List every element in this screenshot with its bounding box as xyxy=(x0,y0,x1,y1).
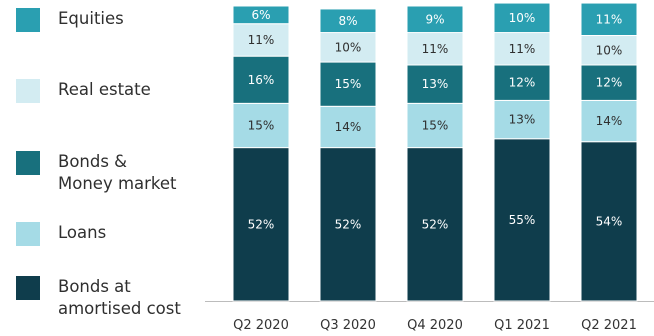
legend: Equities Real estate Bonds & Money market L… xyxy=(0,0,205,336)
bar-segment xyxy=(493,99,551,140)
bar-segment xyxy=(580,141,638,302)
legend-swatch xyxy=(16,222,40,246)
bar-segment xyxy=(580,2,638,37)
data-label: 15% xyxy=(248,118,275,132)
data-label: 10% xyxy=(596,43,623,57)
bar-segment xyxy=(406,147,464,302)
data-label: 11% xyxy=(596,12,623,26)
legend-item: Bonds at amortised cost xyxy=(16,276,181,320)
bar-segment xyxy=(406,5,464,34)
bar-segment xyxy=(406,102,464,149)
data-label: 14% xyxy=(596,114,623,128)
bar-segment xyxy=(319,61,377,107)
x-tick-label: Q2 2020 xyxy=(233,318,289,333)
data-label: 52% xyxy=(422,217,449,231)
data-label: 6% xyxy=(251,8,270,22)
data-label: 10% xyxy=(509,11,536,25)
data-label: 11% xyxy=(509,42,536,56)
x-tick-label: Q4 2020 xyxy=(407,318,463,333)
bar-segment xyxy=(493,32,551,66)
legend-swatch xyxy=(16,79,40,103)
data-label: 12% xyxy=(509,76,536,90)
bar-segment xyxy=(493,138,551,302)
data-label: 54% xyxy=(596,214,623,228)
legend-item: Bonds & Money market xyxy=(16,151,177,195)
bar-segment xyxy=(580,99,638,143)
data-label: 52% xyxy=(248,217,275,231)
data-label: 15% xyxy=(335,77,362,91)
data-label: 16% xyxy=(248,73,275,87)
bar-segment xyxy=(232,147,290,302)
legend-item: Loans xyxy=(16,222,106,246)
bar-segment xyxy=(406,64,464,104)
bar-segment xyxy=(232,102,290,149)
bar-segment xyxy=(319,105,377,149)
legend-item: Real estate xyxy=(16,79,151,103)
data-label: 9% xyxy=(425,12,444,26)
data-label: 13% xyxy=(422,77,449,91)
bar-segment xyxy=(493,2,551,34)
data-label: 8% xyxy=(338,14,357,28)
bar-segment xyxy=(319,32,377,63)
legend-label: Real estate xyxy=(58,80,151,99)
bar-segment xyxy=(580,35,638,66)
data-label: 10% xyxy=(335,40,362,54)
x-tick-label: Q2 2021 xyxy=(581,318,637,333)
x-tick-label: Q1 2021 xyxy=(494,318,550,333)
legend-swatch xyxy=(16,8,40,32)
legend-label: Loans xyxy=(58,223,107,242)
data-label: 13% xyxy=(509,113,536,127)
bar-segment xyxy=(232,23,290,57)
legend-swatch xyxy=(16,151,40,175)
bar-segment xyxy=(232,5,290,25)
legend-label: Bonds at amortised cost xyxy=(58,277,181,318)
bar-segment xyxy=(232,55,290,104)
data-label: 11% xyxy=(422,42,449,56)
data-label: 14% xyxy=(335,120,362,134)
bar-segment xyxy=(319,8,377,34)
x-tick-label: Q3 2020 xyxy=(320,318,376,333)
data-label: 12% xyxy=(596,76,623,90)
data-label: 15% xyxy=(422,118,449,132)
legend-label: Bonds & Money market xyxy=(58,152,177,193)
legend-swatch xyxy=(16,276,40,300)
legend-item: Equities xyxy=(16,8,124,32)
data-label: 52% xyxy=(335,217,362,231)
data-label: 11% xyxy=(248,33,275,47)
legend-label: Equities xyxy=(58,9,124,28)
data-label: 55% xyxy=(509,213,536,227)
